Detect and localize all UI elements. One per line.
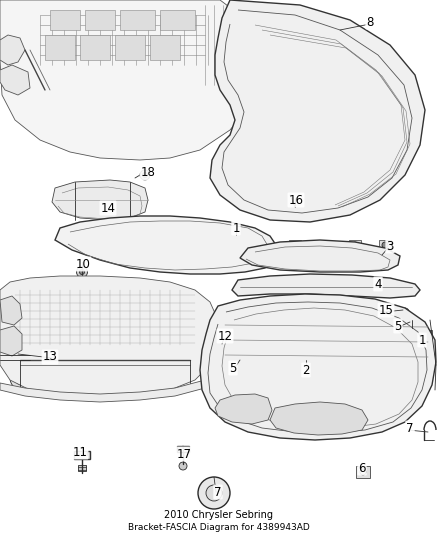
Bar (177, 446, 189, 452)
Text: 13: 13 (42, 351, 57, 364)
Polygon shape (0, 326, 22, 356)
Circle shape (10, 366, 34, 390)
Text: 16: 16 (289, 193, 304, 206)
Circle shape (290, 202, 300, 212)
Text: Bracket-FASCIA Diagram for 4389943AD: Bracket-FASCIA Diagram for 4389943AD (128, 522, 310, 531)
Text: 11: 11 (73, 446, 88, 458)
Circle shape (59, 69, 71, 81)
Text: 5: 5 (230, 361, 237, 375)
Bar (20, 298, 60, 328)
Polygon shape (0, 65, 30, 95)
Text: 2: 2 (302, 364, 310, 376)
Polygon shape (240, 240, 400, 272)
Polygon shape (45, 35, 75, 60)
Text: 15: 15 (378, 303, 393, 317)
Circle shape (80, 270, 85, 274)
Circle shape (146, 326, 174, 354)
Bar (65, 295, 120, 330)
Bar (125, 15, 205, 65)
Bar (356, 466, 370, 478)
Text: 2010 Chrysler Sebring: 2010 Chrysler Sebring (165, 510, 273, 520)
Bar (280, 358, 380, 406)
Bar (15, 290, 195, 345)
Polygon shape (0, 35, 25, 65)
Bar (40, 15, 120, 65)
Polygon shape (232, 274, 420, 298)
Circle shape (140, 170, 150, 180)
Bar (254, 240, 266, 250)
Bar (216, 334, 228, 346)
Polygon shape (80, 35, 110, 60)
Text: 3: 3 (386, 239, 394, 253)
Circle shape (95, 340, 105, 350)
Circle shape (25, 325, 55, 355)
Text: 17: 17 (177, 448, 191, 461)
Circle shape (47, 57, 83, 93)
Polygon shape (55, 216, 278, 274)
Polygon shape (150, 35, 180, 60)
Circle shape (217, 335, 227, 345)
Bar (379, 240, 391, 250)
Circle shape (53, 63, 77, 87)
Text: 10: 10 (76, 257, 90, 271)
Bar (78, 465, 86, 471)
Polygon shape (0, 276, 218, 398)
Bar (74, 451, 90, 459)
Circle shape (352, 242, 358, 248)
Circle shape (292, 242, 298, 248)
Bar (420, 330, 432, 338)
Circle shape (80, 325, 120, 365)
Polygon shape (0, 296, 22, 325)
Circle shape (257, 242, 263, 248)
Bar (284, 362, 376, 402)
Polygon shape (210, 0, 425, 222)
Polygon shape (85, 10, 115, 30)
Circle shape (179, 462, 187, 470)
Bar (77, 451, 87, 455)
Circle shape (142, 173, 148, 177)
Polygon shape (50, 10, 80, 30)
Bar (349, 240, 361, 250)
Circle shape (210, 32, 246, 68)
Circle shape (293, 205, 297, 209)
Polygon shape (52, 180, 148, 220)
Bar (200, 5, 255, 85)
Polygon shape (160, 10, 195, 30)
Circle shape (382, 242, 388, 248)
Circle shape (116, 66, 144, 94)
Circle shape (198, 477, 230, 509)
Bar (289, 240, 301, 250)
Bar (5, 350, 25, 365)
Polygon shape (200, 294, 436, 440)
Polygon shape (0, 370, 215, 402)
Text: 1: 1 (418, 334, 426, 346)
Polygon shape (270, 402, 368, 435)
Text: 12: 12 (218, 329, 233, 343)
Bar (30, 10, 210, 70)
Circle shape (206, 485, 222, 501)
Text: 18: 18 (141, 166, 155, 180)
Polygon shape (0, 0, 270, 160)
Polygon shape (215, 394, 272, 424)
Polygon shape (115, 35, 145, 60)
Circle shape (77, 266, 88, 278)
Text: 4: 4 (374, 278, 382, 290)
Text: 1: 1 (232, 222, 240, 235)
Circle shape (173, 58, 197, 82)
Text: 7: 7 (406, 422, 414, 434)
Bar (233, 360, 251, 372)
Circle shape (408, 320, 416, 328)
Text: 8: 8 (366, 15, 374, 28)
Bar (125, 298, 190, 330)
Text: 6: 6 (358, 462, 366, 474)
Text: 7: 7 (214, 486, 222, 498)
Text: 5: 5 (394, 319, 402, 333)
Polygon shape (120, 10, 155, 30)
Text: 14: 14 (100, 201, 116, 214)
